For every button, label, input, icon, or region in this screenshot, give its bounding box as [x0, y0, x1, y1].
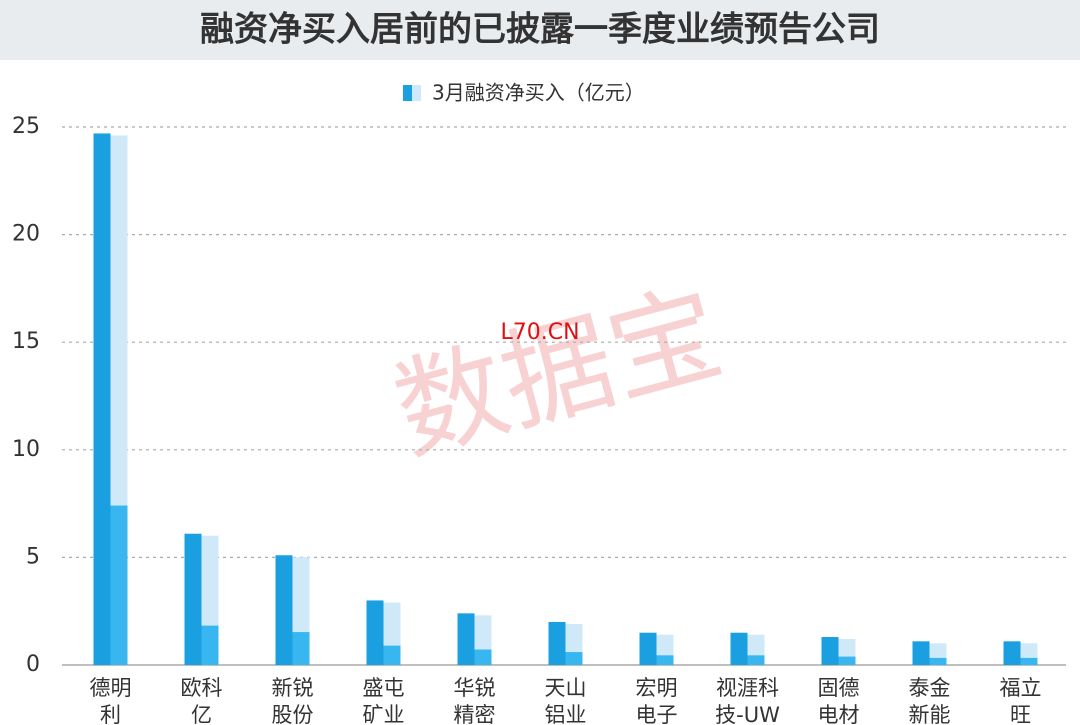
x-tick-label-line: 固德 [818, 676, 860, 700]
x-tick-label-line: 德明 [90, 676, 132, 700]
x-tick-label-line: 精密 [454, 703, 496, 725]
title-banner [0, 0, 1080, 60]
x-tick-label: 宏明电子 [636, 676, 678, 725]
bar-front [730, 632, 748, 665]
bar-side-lower [110, 505, 128, 665]
x-tick-label-line: 盛屯 [363, 676, 405, 700]
y-tick-label: 5 [26, 544, 40, 569]
x-tick-label: 固德电材 [818, 676, 860, 725]
bar-front [93, 133, 111, 665]
x-tick-label-line: 华锐 [454, 676, 496, 700]
bar-front [821, 637, 839, 665]
chart-title: 融资净买入居前的已披露一季度业绩预告公司 [200, 10, 880, 50]
x-tick-label: 欧科亿 [181, 676, 223, 725]
x-tick-label: 视涯科技-UW [715, 676, 780, 725]
bar-side-lower [201, 625, 219, 665]
bar-side-lower [929, 657, 947, 665]
y-tick-label: 20 [12, 222, 40, 247]
x-tick-label-line: 宏明 [636, 676, 678, 700]
watermark: 数据宝 [382, 268, 734, 477]
x-tick-label-line: 新锐 [272, 676, 314, 700]
x-tick-label-line: 矿业 [363, 703, 405, 725]
bar-front [912, 641, 930, 665]
bar-side-lower [474, 649, 492, 665]
x-tick-label-line: 视涯科 [716, 676, 779, 700]
bar-front [457, 613, 475, 665]
y-tick-label: 15 [12, 329, 40, 354]
x-tick-label: 天山铝业 [545, 676, 587, 725]
x-tick-label-line: 福立 [1000, 676, 1042, 700]
bar-front [548, 621, 566, 665]
x-tick-label-line: 旺 [1010, 703, 1031, 725]
bar-side-lower [565, 652, 583, 665]
x-tick-label-line: 技-UW [715, 703, 780, 725]
watermark: L70.CN [500, 320, 579, 345]
bar-side-lower [292, 632, 310, 665]
bar-front [366, 600, 384, 665]
x-tick-label-line: 电子 [636, 703, 678, 725]
bar-side-lower [1020, 657, 1038, 665]
legend-label: 3月融资净买入（亿元） [432, 81, 645, 105]
x-tick-label: 华锐精密 [454, 676, 496, 725]
x-tick-label-line: 铝业 [545, 703, 587, 725]
x-tick-label-line: 新能 [909, 703, 951, 725]
x-tick-label-line: 股份 [272, 703, 314, 725]
x-tick-label-line: 亿 [191, 703, 212, 725]
x-tick-label: 福立旺 [1000, 676, 1042, 725]
x-tick-label: 德明利 [90, 676, 132, 725]
x-tick-label-line: 电材 [818, 703, 860, 725]
x-tick-label: 泰金新能 [909, 676, 951, 725]
x-tick-label-line: 利 [100, 703, 121, 725]
bar-side-lower [383, 645, 401, 665]
legend-swatch [403, 85, 412, 101]
y-tick-label: 25 [12, 114, 40, 139]
bar-side-lower [838, 656, 856, 665]
x-tick-label-line: 欧科 [181, 676, 223, 700]
x-tick-label: 盛屯矿业 [363, 676, 405, 725]
bar-side-lower [656, 655, 674, 665]
y-tick-label: 10 [12, 437, 40, 462]
legend-swatch [412, 85, 421, 101]
x-tick-label-line: 泰金 [909, 676, 951, 700]
x-tick-label: 新锐股份 [272, 676, 314, 725]
bar-side-lower [747, 655, 765, 665]
bar-front [639, 632, 657, 665]
x-tick-label-line: 天山 [545, 676, 587, 700]
y-tick-label: 0 [26, 652, 40, 677]
bar-front [1003, 641, 1021, 665]
bar-front [184, 533, 202, 665]
bar-front [275, 555, 293, 665]
